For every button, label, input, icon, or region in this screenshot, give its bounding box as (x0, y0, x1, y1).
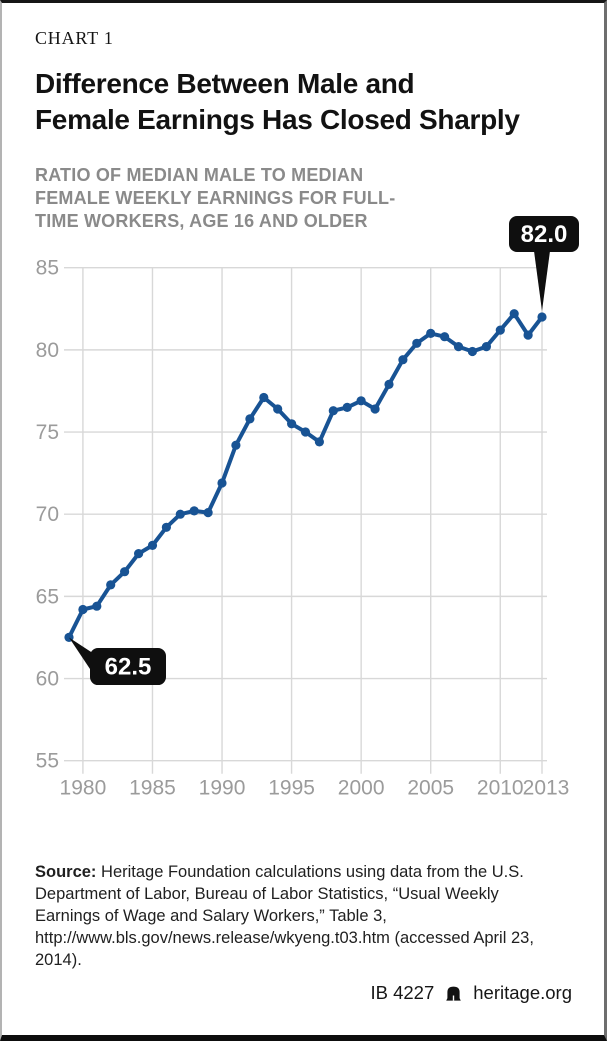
svg-text:65: 65 (36, 585, 59, 608)
footer: IB 4227 heritage.org (370, 980, 572, 1006)
series-line (67, 311, 544, 640)
footer-site: heritage.org (473, 982, 572, 1003)
svg-text:2013: 2013 (523, 777, 570, 800)
report-id: IB 4227 (370, 982, 435, 1003)
source-note: Source: Heritage Foundation calculations… (35, 861, 543, 971)
page-title: Difference Between Male and Female Earni… (35, 66, 571, 138)
svg-text:70: 70 (36, 503, 59, 526)
svg-text:1990: 1990 (199, 777, 246, 800)
callout-82.0: 82.0 (509, 216, 579, 311)
svg-text:2005: 2005 (407, 777, 454, 800)
svg-text:1995: 1995 (268, 777, 315, 800)
svg-text:75: 75 (36, 421, 59, 444)
svg-text:62.5: 62.5 (105, 654, 152, 681)
svg-text:2010: 2010 (477, 777, 524, 800)
svg-text:1980: 1980 (60, 777, 107, 800)
line-chart: 55 60 65 70 75 80 85 1980 1985 1990 1995 2000 2005 20… (2, 203, 604, 803)
line-chart-svg: 55 60 65 70 75 80 85 1980 1985 1990 1995 2000 2005 20… (36, 216, 579, 800)
svg-text:55: 55 (36, 750, 59, 773)
chart-kicker: CHART 1 (35, 28, 114, 48)
title-line-2: Female Earnings Has Closed Sharply (35, 104, 520, 135)
heritage-bell-icon (446, 986, 462, 1001)
svg-text:2000: 2000 (338, 777, 385, 800)
chart-subtitle: RATIO OF MEDIAN MALE TO MEDIAN FEMALE WE… (35, 165, 396, 231)
callout-62.5: 62.5 (69, 637, 166, 686)
data-points (64, 309, 547, 642)
svg-text:80: 80 (36, 339, 59, 362)
title-line-1: Difference Between Male and (35, 68, 415, 99)
source-text: Heritage Foundation calculations using d… (35, 862, 534, 969)
svg-text:82.0: 82.0 (521, 221, 568, 248)
source-label: Source: (35, 862, 97, 881)
svg-text:60: 60 (36, 668, 59, 691)
svg-text:85: 85 (36, 257, 59, 280)
y-axis-labels: 55 60 65 70 75 80 85 (36, 257, 59, 773)
gridlines (64, 266, 547, 774)
x-axis-labels: 1980 1985 1990 1995 2000 2005 2010 2013 (60, 777, 570, 800)
svg-text:1985: 1985 (129, 777, 176, 800)
